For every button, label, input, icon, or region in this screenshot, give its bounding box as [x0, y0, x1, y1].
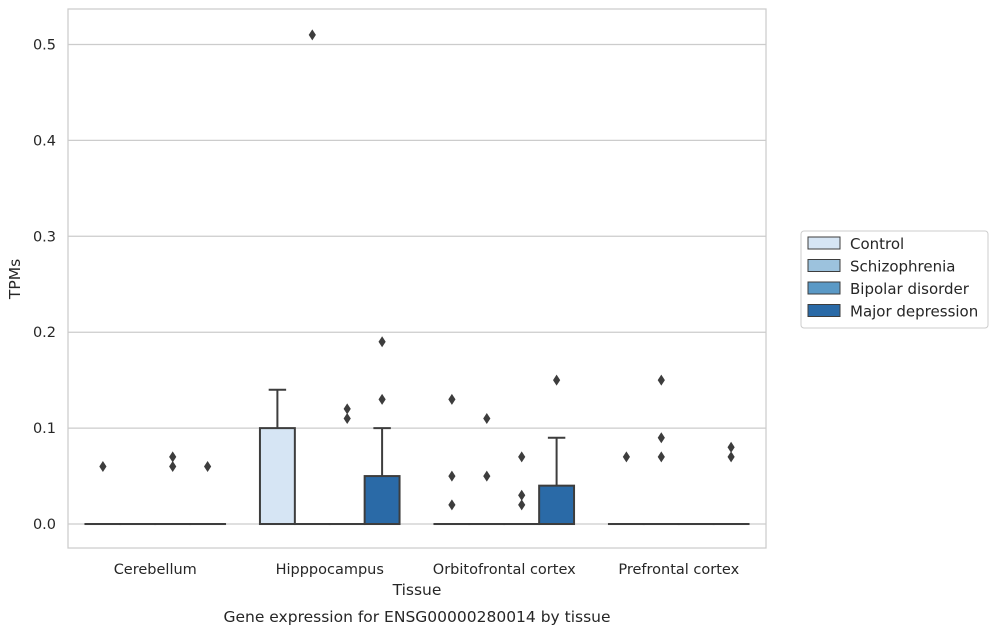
outlier-point	[169, 451, 177, 463]
y-tick-label: 0.3	[33, 229, 56, 245]
legend: Control Schizophrenia Bipolar disorder Majo…	[800, 230, 989, 329]
outlier-point	[483, 470, 491, 482]
legend-label: Control	[850, 235, 904, 253]
outlier-point	[518, 489, 526, 501]
legend-label: Major depression	[850, 303, 978, 321]
outlier-point	[448, 393, 456, 405]
outlier-point	[378, 336, 386, 348]
outlier-point	[518, 499, 526, 511]
outlier-point	[448, 470, 456, 482]
outlier-point	[518, 451, 526, 463]
x-axis-ticks: Cerebellum Hipppocampus Orbitofrontal cort…	[114, 562, 740, 578]
boxes-layer	[84, 388, 750, 526]
x-tick-label: Prefrontal cortex	[618, 562, 739, 578]
y-tick-label: 0.1	[33, 421, 56, 437]
outlier-point	[308, 29, 316, 41]
y-tick-label: 0.4	[33, 133, 56, 149]
legend-swatch	[807, 281, 841, 295]
outliers-layer	[99, 29, 735, 511]
y-tick-label: 0.0	[33, 517, 56, 533]
plot-frame	[67, 8, 767, 549]
legend-swatch	[807, 259, 841, 272]
outlier-point	[378, 393, 386, 405]
outlier-point	[657, 432, 665, 444]
outlier-point	[622, 451, 630, 463]
outlier-point	[204, 460, 212, 472]
y-tick-label: 0.2	[33, 325, 56, 341]
outlier-point	[448, 499, 456, 511]
legend-frame	[800, 230, 989, 329]
legend-label: Schizophrenia	[850, 258, 955, 276]
outlier-point	[343, 413, 351, 425]
chart-caption: Gene expression for ENSG00000280014 by t…	[223, 608, 610, 626]
outlier-point	[727, 441, 735, 453]
outlier-point	[169, 460, 177, 472]
x-tick-label: Hipppocampus	[276, 562, 384, 578]
x-tick-label: Orbitofrontal cortex	[433, 562, 576, 578]
legend-swatch	[807, 236, 841, 250]
legend-label: Bipolar disorder	[850, 280, 970, 298]
box-3	[538, 484, 576, 526]
y-axis-label: TPMs	[6, 259, 24, 300]
x-tick-label: Cerebellum	[114, 562, 197, 578]
outlier-point	[99, 460, 107, 472]
outlier-point	[727, 451, 735, 463]
outlier-point	[343, 403, 351, 415]
outlier-point	[657, 451, 665, 463]
outlier-point	[657, 374, 665, 386]
box-3	[363, 475, 401, 526]
outlier-point	[483, 413, 491, 425]
y-axis-ticks: 0.0 0.1 0.2 0.3 0.4 0.5	[33, 37, 56, 533]
box-0	[258, 427, 296, 526]
legend-swatch	[807, 304, 841, 317]
y-tick-label: 0.5	[33, 37, 56, 53]
x-axis-label: Tissue	[392, 581, 442, 599]
outlier-point	[553, 374, 561, 386]
